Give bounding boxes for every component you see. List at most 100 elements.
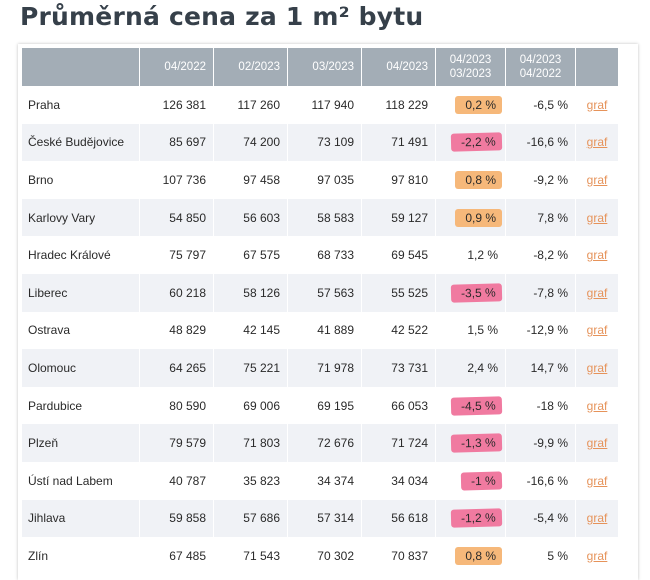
graph-link-cell: graf [576,349,618,387]
city-name: Ústí nad Labem [22,461,140,500]
price-04-2022: 80 590 [140,386,214,425]
header-04-2023: 04/2023 [362,48,436,86]
page-title: Průměrná cena za 1 m² bytu [20,2,424,31]
price-04-2022: 85 697 [140,123,214,162]
year-change-value: -12,9 % [506,311,576,350]
month-change-value: -2,2 % [451,132,503,153]
month-change-cell: 0,2 % [436,86,506,124]
price-04-2023: 71 491 [362,123,436,162]
graph-link-cell: graf [576,236,618,274]
price-02-2023: 35 823 [214,461,288,500]
month-change-value: -1,2 % [451,508,503,528]
graph-link-cell: graf [576,537,618,575]
price-02-2023: 58 126 [214,273,288,312]
graph-link-cell: graf [576,123,618,162]
graph-link[interactable]: graf [586,172,608,187]
price-02-2023: 69 006 [214,386,288,425]
header-month-change-line1: 04/2023 [449,54,492,66]
price-03-2023: 69 195 [288,386,362,425]
graph-link-cell: graf [576,386,618,425]
city-name: Ostrava [22,311,140,350]
graph-link[interactable]: graf [586,473,608,488]
table-row: Hradec Králové 75 797 67 575 68 733 69 545 1,… [22,236,618,274]
price-03-2023: 58 583 [288,198,362,237]
graph-link[interactable]: graf [586,360,608,375]
table-row: Ostrava 48 829 42 145 41 889 42 522 1,5 % -12,… [22,311,618,350]
price-04-2022: 79 579 [140,424,214,462]
price-04-2023: 66 053 [362,386,436,425]
table-row: Karlovy Vary 54 850 56 603 58 583 59 127 0,9 … [22,198,618,237]
price-03-2023: 71 978 [288,349,362,387]
price-02-2023: 71 803 [214,424,288,462]
header-03-2023: 03/2023 [288,48,362,86]
graph-link-cell: graf [576,311,618,350]
price-04-2023: 97 810 [362,161,436,199]
price-04-2022: 64 265 [140,349,214,387]
graph-link[interactable]: graf [586,323,608,338]
city-name: Plzeň [22,424,140,462]
month-change-value: 0,8 % [455,546,502,565]
graph-link[interactable]: graf [586,285,608,300]
price-04-2022: 48 829 [140,311,214,350]
price-02-2023: 67 575 [214,236,288,274]
price-04-2022: 67 485 [140,537,214,575]
graph-link[interactable]: graf [586,436,608,451]
header-month-change: 04/2023 03/2023 [436,48,506,86]
table-row: Pardubice 80 590 69 006 69 195 66 053 -4,5 % -… [22,386,618,425]
month-change-value: 0,9 % [455,208,502,227]
table-header-row: 04/2022 02/2023 03/2023 04/2023 04/2023 … [22,48,618,86]
month-change-cell: 1,5 % [436,311,506,350]
price-04-2023: 69 545 [362,236,436,274]
month-change-cell: -1 % [436,461,506,500]
month-change-value: -4,5 % [451,395,503,416]
graph-link[interactable]: graf [586,210,608,225]
price-04-2022: 54 850 [140,198,214,237]
table-row: Zlín 67 485 71 543 70 302 70 837 0,8 % 5 % graf [22,537,618,575]
graph-link-cell: graf [576,499,618,538]
graph-link[interactable]: graf [586,398,608,413]
header-year-change-line2: 04/2022 [519,68,562,80]
price-02-2023: 57 686 [214,499,288,538]
graph-link[interactable]: graf [586,97,608,112]
header-year-change-line1: 04/2023 [519,54,562,66]
city-name: Praha [22,86,140,124]
year-change-value: -6,5 % [506,86,576,124]
graph-link-cell: graf [576,424,618,462]
price-02-2023: 117 260 [214,86,288,124]
table-row: Brno 107 736 97 458 97 035 97 810 0,8 % -9,2 %… [22,161,618,199]
year-change-value: 7,8 % [506,198,576,237]
graph-link[interactable]: graf [586,511,608,526]
price-03-2023: 57 563 [288,273,362,312]
graph-link[interactable]: graf [586,548,608,563]
year-change-value: -9,2 % [506,161,576,199]
graph-link-cell: graf [576,461,618,500]
price-04-2023: 42 522 [362,311,436,350]
price-03-2023: 70 302 [288,537,362,575]
price-03-2023: 117 940 [288,86,362,124]
table-row: Praha 126 381 117 260 117 940 118 229 0,2 % -6… [22,86,618,124]
price-04-2023: 55 525 [362,273,436,312]
year-change-value: -5,4 % [506,499,576,538]
graph-link-cell: graf [576,86,618,124]
price-04-2022: 107 736 [140,161,214,199]
month-change-cell: 0,9 % [436,198,506,237]
price-02-2023: 97 458 [214,161,288,199]
price-03-2023: 34 374 [288,461,362,500]
month-change-cell: 1,2 % [436,236,506,274]
price-04-2023: 118 229 [362,86,436,124]
price-03-2023: 68 733 [288,236,362,274]
graph-link[interactable]: graf [586,135,608,150]
header-02-2023: 02/2023 [214,48,288,86]
month-change-value: 0,2 % [455,95,502,114]
price-04-2023: 70 837 [362,537,436,575]
price-table: 04/2022 02/2023 03/2023 04/2023 04/2023 … [22,48,618,575]
table-row: Liberec 60 218 58 126 57 563 55 525 -3,5 % -7,… [22,273,618,312]
month-change-cell: -1,3 % [436,424,506,462]
header-04-2022: 04/2022 [140,48,214,86]
header-link [576,48,618,86]
price-04-2023: 56 618 [362,499,436,538]
city-name: Liberec [22,273,140,312]
price-04-2022: 126 381 [140,86,214,124]
year-change-value: -18 % [506,386,576,425]
graph-link[interactable]: graf [586,248,608,263]
